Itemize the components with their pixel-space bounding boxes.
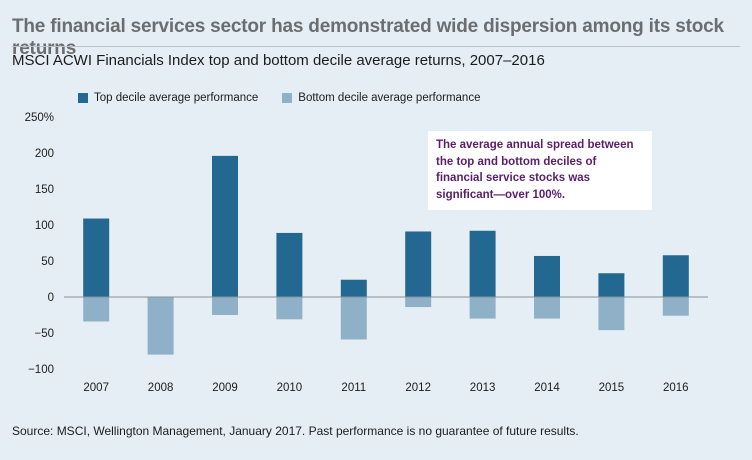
bar-bottom-decile: [276, 297, 303, 320]
legend-label-bottom: Bottom decile average performance: [298, 92, 481, 104]
y-tick-label: 100: [35, 220, 54, 232]
y-tick-label: 250%: [25, 112, 54, 124]
bar-top-decile: [212, 155, 238, 297]
bar-top-decile: [598, 273, 625, 297]
y-tick-label: 0: [48, 292, 54, 304]
bar-bottom-decile: [212, 297, 238, 315]
y-tick-label: 200: [35, 148, 54, 160]
y-tick-label: −100: [28, 364, 54, 376]
bar-bottom-decile: [469, 297, 496, 319]
legend-swatch-top: [78, 93, 88, 103]
chart-subtitle: MSCI ACWI Financials Index top and botto…: [12, 52, 545, 69]
bar-bottom-decile: [83, 297, 110, 322]
legend-label-top: Top decile average performance: [94, 92, 259, 104]
x-tick-label: 2013: [470, 382, 496, 394]
x-tick-label: 2009: [212, 382, 238, 394]
chart-title: The financial services sector has demons…: [12, 16, 724, 59]
legend-swatch-bottom: [282, 93, 293, 103]
y-tick-label: 150: [35, 184, 54, 196]
x-tick-label: 2008: [148, 382, 174, 394]
x-tick-label: 2010: [277, 382, 303, 394]
bar-bottom-decile: [405, 297, 432, 308]
title-divider: [12, 46, 740, 47]
bar-top-decile: [83, 218, 110, 297]
legend-item-top: Top decile average performance: [78, 92, 258, 104]
x-tick-label: 2016: [663, 382, 689, 394]
bar-top-decile: [405, 231, 432, 297]
legend-item-bottom: Bottom decile average performance: [282, 92, 480, 104]
x-tick-label: 2012: [405, 382, 431, 394]
bar-bottom-decile: [662, 297, 689, 316]
x-tick-label: 2011: [341, 382, 366, 394]
bar-bottom-decile: [534, 297, 560, 319]
bar-bottom-decile: [147, 297, 174, 355]
bar-top-decile: [276, 232, 303, 297]
y-tick-label: −50: [34, 328, 54, 340]
annotation-box: The average annual spread between the to…: [428, 131, 652, 210]
bar-top-decile: [534, 255, 560, 297]
bar-bottom-decile: [598, 297, 625, 331]
x-tick-label: 2007: [83, 382, 109, 394]
y-tick-label: 50: [41, 256, 54, 268]
x-tick-label: 2015: [599, 382, 625, 394]
bar-top-decile: [469, 230, 496, 297]
x-tick-label: 2014: [534, 382, 560, 394]
legend: Top decile average performance Bottom de…: [78, 92, 504, 104]
source-note: Source: MSCI, Wellington Management, Jan…: [12, 424, 579, 438]
bar-top-decile: [340, 279, 367, 297]
bar-top-decile: [662, 255, 689, 297]
bar-bottom-decile: [340, 297, 367, 340]
